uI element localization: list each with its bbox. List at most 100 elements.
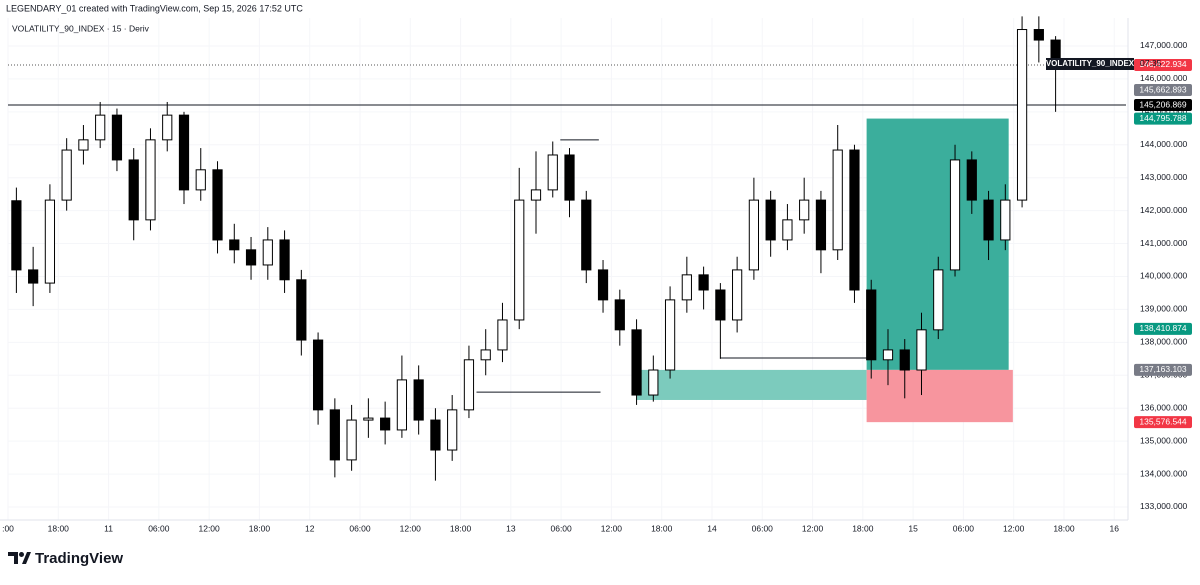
axis-layer: 133,000.000 134,000.000 135,000.000 136,000… bbox=[0, 18, 1188, 533]
x-tick-label: 12:00 bbox=[400, 523, 422, 533]
candle-body bbox=[145, 139, 156, 221]
candle-body bbox=[413, 379, 424, 421]
candle-body bbox=[296, 279, 307, 341]
candle-body bbox=[899, 349, 910, 371]
price-label: 137,163.103 bbox=[1139, 364, 1187, 374]
candle-body bbox=[564, 154, 575, 201]
logo-dot bbox=[19, 552, 24, 557]
countdown: 07:35 bbox=[1140, 58, 1162, 68]
x-tick-label: 06:00 bbox=[752, 523, 774, 533]
price-label-box bbox=[1134, 363, 1192, 376]
brand-name: TradingView bbox=[35, 550, 123, 567]
x-tick-label: 12:00 bbox=[198, 523, 220, 533]
candle-body bbox=[329, 409, 340, 461]
candle-body bbox=[983, 199, 994, 241]
candle-body bbox=[547, 154, 558, 191]
brand-logo: TradingView bbox=[8, 550, 123, 567]
zone bbox=[636, 369, 867, 400]
y-tick-label: 134,000.000 bbox=[1140, 468, 1188, 478]
x-tick-label: 14 bbox=[707, 523, 717, 533]
candle-body bbox=[597, 269, 609, 301]
candle-body bbox=[463, 359, 475, 411]
x-tick-label: 06:00 bbox=[349, 523, 371, 533]
y-tick-label: 140,000.000 bbox=[1140, 271, 1188, 281]
candle-body bbox=[530, 189, 542, 201]
symbol-label-box bbox=[1046, 57, 1134, 70]
candle-body bbox=[312, 339, 324, 411]
candle-body bbox=[748, 199, 760, 271]
zone bbox=[866, 369, 1013, 423]
candle-body bbox=[815, 199, 827, 251]
y-tick-label: 133,000.000 bbox=[1140, 501, 1188, 511]
candle-body bbox=[44, 199, 56, 284]
y-tick-label: 144,000.000 bbox=[1140, 139, 1188, 149]
x-tick-label: 06:00 bbox=[550, 523, 572, 533]
y-tick-label: 135,000.000 bbox=[1140, 435, 1188, 445]
candle-body bbox=[849, 149, 860, 291]
x-tick-label: 18:00 bbox=[852, 523, 874, 533]
candle-body bbox=[866, 289, 877, 361]
candle-body bbox=[614, 299, 625, 331]
y-tick-label: 136,000.000 bbox=[1140, 402, 1188, 412]
y-tick-label: 146,000.000 bbox=[1140, 73, 1188, 83]
candle-body bbox=[514, 199, 525, 321]
y-tick-label: 142,000.000 bbox=[1140, 205, 1188, 215]
candle-body bbox=[1016, 29, 1028, 201]
candle-body bbox=[732, 269, 743, 321]
candle-body bbox=[698, 274, 709, 291]
y-tick-label: 139,000.000 bbox=[1140, 304, 1188, 314]
symbol-info: VOLATILITY_90_INDEX · 15 · Deriv bbox=[12, 23, 150, 33]
candle-body bbox=[949, 159, 961, 271]
price-label: 144,795.788 bbox=[1139, 113, 1187, 123]
candle-body bbox=[916, 329, 927, 371]
candle-body bbox=[933, 269, 944, 331]
candle-body bbox=[178, 114, 190, 191]
logo-mark bbox=[8, 552, 18, 564]
y-tick-label: 147,000.000 bbox=[1140, 40, 1188, 50]
lines-layer bbox=[8, 64, 1126, 393]
price-label: 138,410.874 bbox=[1139, 323, 1187, 333]
candle-body bbox=[799, 199, 810, 221]
x-tick-label: 18:00 bbox=[450, 523, 472, 533]
candle-body bbox=[581, 199, 592, 271]
labels-layer: 146,422.934 145,662.893 145,206.869 144,795… bbox=[1046, 57, 1192, 429]
x-tick-label: 11 bbox=[104, 523, 113, 533]
candle-body bbox=[212, 169, 223, 241]
candle-body bbox=[782, 219, 793, 241]
candle-body bbox=[882, 349, 894, 361]
candle-body bbox=[162, 114, 173, 141]
candle-body bbox=[497, 319, 508, 351]
candle-body bbox=[966, 159, 977, 201]
candle-body bbox=[95, 114, 106, 141]
price-label: 145,206.869 bbox=[1139, 99, 1187, 109]
candle-body bbox=[664, 299, 676, 371]
price-label: 135,576.544 bbox=[1139, 416, 1187, 426]
candle-body bbox=[447, 409, 458, 451]
logo-slash bbox=[22, 552, 31, 564]
price-label-box bbox=[1134, 99, 1192, 112]
candle-body bbox=[363, 417, 374, 421]
candle-body bbox=[480, 349, 491, 361]
price-label-box bbox=[1134, 84, 1192, 97]
candle-body bbox=[631, 329, 642, 396]
price-label-box bbox=[1134, 322, 1192, 335]
price-label-box bbox=[1134, 58, 1192, 71]
candle-body bbox=[715, 289, 726, 321]
candle-body bbox=[229, 239, 240, 251]
x-tick-label: 18:00 bbox=[1053, 523, 1075, 533]
x-tick-label: 12:00 bbox=[1003, 523, 1025, 533]
y-tick-label: 141,000.000 bbox=[1140, 238, 1188, 248]
x-tick-label: 13 bbox=[506, 523, 516, 533]
candle-body bbox=[430, 419, 441, 451]
x-tick-label: 18:00 bbox=[651, 523, 673, 533]
x-tick-label: :00 bbox=[2, 523, 14, 533]
candle-body bbox=[380, 417, 391, 431]
candle-body bbox=[11, 200, 22, 271]
candle-body bbox=[1000, 199, 1011, 241]
price-label-box bbox=[1134, 416, 1192, 429]
candle-body bbox=[245, 249, 257, 266]
candle-body bbox=[765, 199, 776, 241]
candle-body bbox=[111, 114, 123, 161]
x-tick-label: 18:00 bbox=[48, 523, 70, 533]
symbol-label: VOLATILITY_90_INDEX bbox=[1046, 59, 1135, 68]
